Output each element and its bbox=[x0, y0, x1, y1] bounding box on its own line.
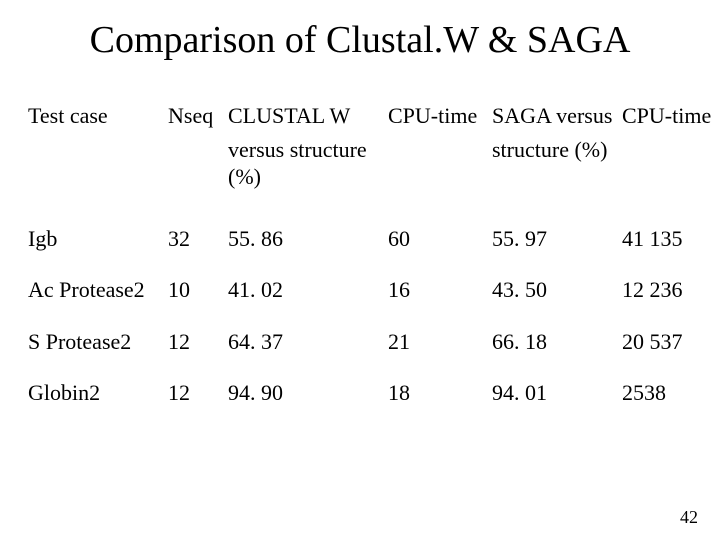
cell-testcase: Ac Protease2 bbox=[28, 264, 168, 316]
slide: Comparison of Clustal.W & SAGA Test case… bbox=[0, 0, 720, 540]
cell-cputime2: 12 236 bbox=[622, 264, 712, 316]
cell-cputime2: 20 537 bbox=[622, 316, 712, 368]
cell-cputime1: 16 bbox=[388, 264, 492, 316]
cell-nseq: 10 bbox=[168, 264, 228, 316]
col-subheader-clustalw: versus structure (%) bbox=[228, 136, 388, 213]
table-header-row-2: versus structure (%) structure (%) bbox=[28, 136, 712, 213]
cell-cputime1: 21 bbox=[388, 316, 492, 368]
table-row: S Protease2 12 64. 37 21 66. 18 20 537 bbox=[28, 316, 712, 368]
cell-nseq: 12 bbox=[168, 316, 228, 368]
cell-cputime2: 2538 bbox=[622, 367, 712, 419]
col-header-cputime1: CPU-time bbox=[388, 102, 492, 136]
table-row: Igb 32 55. 86 60 55. 97 41 135 bbox=[28, 213, 712, 265]
cell-nseq: 12 bbox=[168, 367, 228, 419]
cell-clustalw: 41. 02 bbox=[228, 264, 388, 316]
cell-saga: 66. 18 bbox=[492, 316, 622, 368]
cell-cputime2: 41 135 bbox=[622, 213, 712, 265]
cell-clustalw: 55. 86 bbox=[228, 213, 388, 265]
cell-cputime1: 18 bbox=[388, 367, 492, 419]
cell-saga: 55. 97 bbox=[492, 213, 622, 265]
cell-cputime1: 60 bbox=[388, 213, 492, 265]
table-header-row-1: Test case Nseq CLUSTAL W CPU-time SAGA v… bbox=[28, 102, 712, 136]
col-header-saga: SAGA versus bbox=[492, 102, 622, 136]
empty-cell bbox=[388, 136, 492, 213]
col-header-cputime2: CPU-time bbox=[622, 102, 712, 136]
col-header-clustalw: CLUSTAL W bbox=[228, 102, 388, 136]
slide-title: Comparison of Clustal.W & SAGA bbox=[28, 18, 692, 62]
cell-clustalw: 64. 37 bbox=[228, 316, 388, 368]
page-number: 42 bbox=[680, 507, 698, 528]
col-header-nseq: Nseq bbox=[168, 102, 228, 136]
table-row: Globin2 12 94. 90 18 94. 01 2538 bbox=[28, 367, 712, 419]
cell-clustalw: 94. 90 bbox=[228, 367, 388, 419]
col-header-testcase: Test case bbox=[28, 102, 168, 136]
cell-saga: 43. 50 bbox=[492, 264, 622, 316]
empty-cell bbox=[168, 136, 228, 213]
empty-cell bbox=[622, 136, 712, 213]
col-subheader-saga: structure (%) bbox=[492, 136, 622, 213]
table-row: Ac Protease2 10 41. 02 16 43. 50 12 236 bbox=[28, 264, 712, 316]
cell-testcase: Globin2 bbox=[28, 367, 168, 419]
cell-nseq: 32 bbox=[168, 213, 228, 265]
cell-testcase: S Protease2 bbox=[28, 316, 168, 368]
cell-saga: 94. 01 bbox=[492, 367, 622, 419]
empty-cell bbox=[28, 136, 168, 213]
cell-testcase: Igb bbox=[28, 213, 168, 265]
comparison-table: Test case Nseq CLUSTAL W CPU-time SAGA v… bbox=[28, 102, 712, 419]
